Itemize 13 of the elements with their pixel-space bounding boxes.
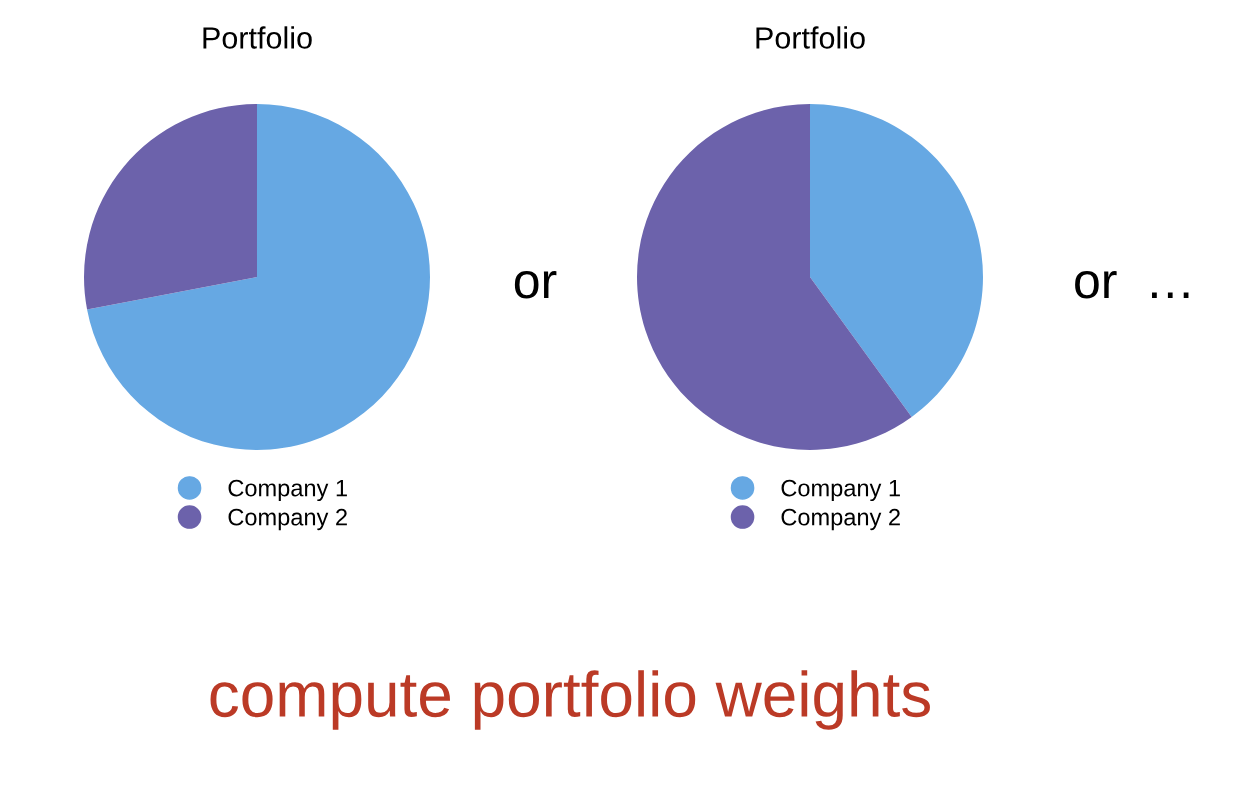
text: compute portfolio weights xyxy=(210,670,930,730)
pie-slice xyxy=(810,104,983,417)
pie-slice xyxy=(637,104,912,450)
chart-title: Portfolio xyxy=(756,26,865,49)
pie-slice xyxy=(84,104,257,310)
text: or xyxy=(514,271,557,299)
legend-label: Company 1 xyxy=(781,479,900,502)
pie-slice xyxy=(87,104,430,450)
legend-label: Company 2 xyxy=(228,508,347,531)
legend-label: Company 1 xyxy=(228,479,347,502)
chart-title: Portfolio xyxy=(203,26,312,49)
legend-label: Company 2 xyxy=(781,508,900,531)
text: or … xyxy=(1075,271,1189,299)
